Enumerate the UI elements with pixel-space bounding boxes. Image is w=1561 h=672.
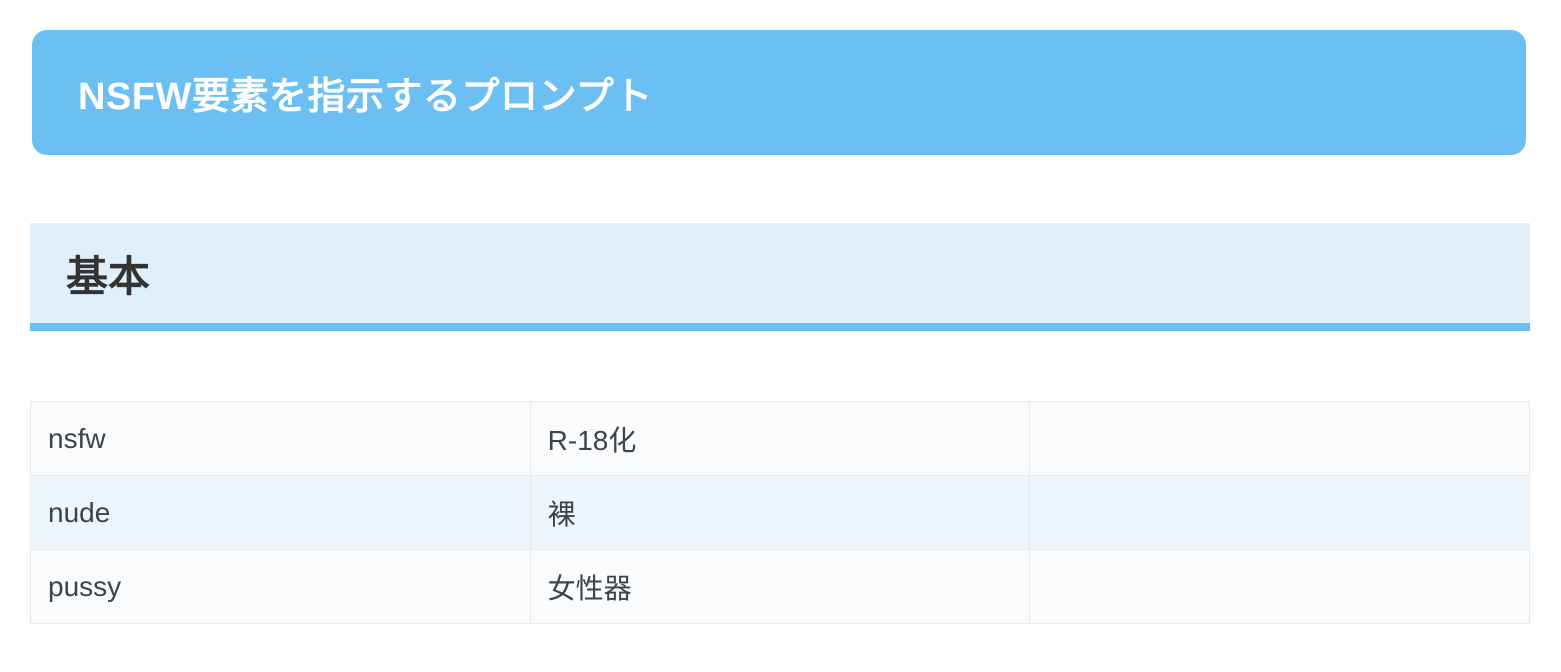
prompt-cell: nude: [30, 475, 531, 550]
section-heading-text: 基本: [66, 252, 151, 300]
section-heading-basic: 基本: [30, 223, 1530, 323]
note-cell: [1029, 549, 1530, 624]
prompt-cell: pussy: [30, 549, 531, 624]
section-heading-accent-border: [30, 323, 1530, 331]
meaning-cell: 裸: [529, 475, 1031, 550]
prompt-table: nsfw R-18化 nude 裸 pussy 女性器: [30, 401, 1530, 624]
page-title: NSFW要素を指示するプロンプト: [78, 76, 653, 118]
prompt-table-body: nsfw R-18化 nude 裸 pussy 女性器: [30, 401, 1530, 624]
meaning-cell: 女性器: [529, 549, 1031, 624]
prompt-cell: nsfw: [30, 401, 531, 476]
note-cell: [1029, 475, 1530, 550]
note-cell: [1029, 401, 1530, 476]
table-row: pussy 女性器: [30, 549, 1530, 624]
meaning-cell: R-18化: [529, 401, 1031, 476]
table-row: nsfw R-18化: [30, 401, 1530, 476]
page-content: NSFW要素を指示するプロンプト 基本 nsfw R-18化 nude 裸 pu…: [30, 30, 1530, 624]
table-row: nude 裸: [30, 475, 1530, 550]
page-title-banner: NSFW要素を指示するプロンプト: [32, 30, 1526, 155]
